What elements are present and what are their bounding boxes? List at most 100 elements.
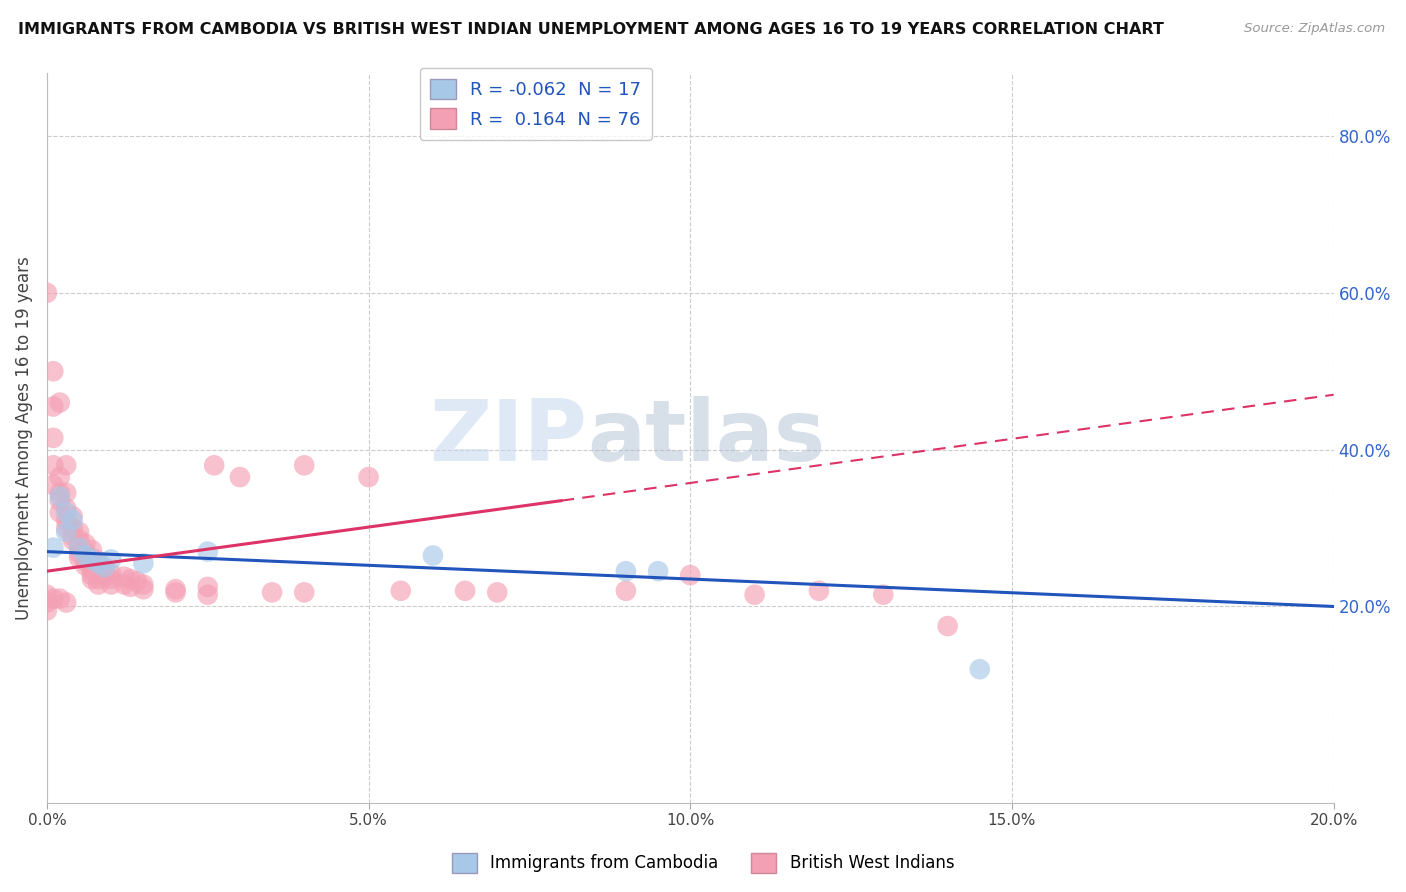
Point (55, 505, 77, 519)
Point (357, 470, 380, 484)
Point (49, 490, 72, 504)
Point (35, 285, 58, 300)
Point (100, 572, 122, 586)
Point (55, 513, 77, 527)
Point (647, 564, 669, 578)
Point (389, 583, 412, 598)
Point (42, 400, 65, 414)
Text: IMMIGRANTS FROM CAMBODIA VS BRITISH WEST INDIAN UNEMPLOYMENT AMONG AGES 16 TO 19: IMMIGRANTS FROM CAMBODIA VS BRITISH WEST… (18, 22, 1164, 37)
Point (75, 558, 97, 573)
Point (262, 585, 284, 599)
Point (49, 485, 72, 500)
Point (75, 537, 97, 551)
Point (49, 395, 72, 409)
Point (94, 560, 117, 574)
Point (165, 585, 187, 599)
Point (49, 493, 72, 508)
Point (55, 501, 77, 516)
Point (94, 564, 117, 578)
Point (75, 554, 97, 568)
Point (55, 521, 77, 535)
Point (969, 662, 991, 676)
Point (100, 566, 122, 581)
Point (120, 580, 142, 594)
Point (197, 588, 219, 602)
Legend: R = -0.062  N = 17, R =  0.164  N = 76: R = -0.062 N = 17, R = 0.164 N = 76 (419, 68, 652, 140)
Point (62, 513, 84, 527)
Point (807, 583, 830, 598)
Point (42, 364, 65, 378)
Point (80, 552, 103, 566)
Point (614, 564, 637, 578)
Point (42, 478, 65, 492)
Point (67, 541, 90, 555)
Point (55, 524, 77, 539)
Text: atlas: atlas (588, 396, 825, 479)
Point (67, 524, 90, 539)
Point (55, 458, 77, 473)
Point (872, 588, 894, 602)
Text: ZIP: ZIP (430, 396, 588, 479)
Point (112, 577, 135, 591)
Point (679, 568, 702, 582)
Point (55, 596, 77, 610)
Y-axis label: Unemployment Among Ages 16 to 19 years: Unemployment Among Ages 16 to 19 years (15, 256, 32, 620)
Point (87, 554, 110, 568)
Point (67, 533, 90, 547)
Point (49, 591, 72, 606)
Point (62, 529, 84, 543)
Point (49, 505, 72, 519)
Point (42, 541, 65, 555)
Point (62, 509, 84, 524)
Point (87, 566, 110, 581)
Point (614, 583, 637, 598)
Point (80, 550, 103, 565)
Point (132, 577, 155, 591)
Point (100, 577, 122, 591)
Text: Source: ZipAtlas.com: Source: ZipAtlas.com (1244, 22, 1385, 36)
Point (80, 572, 103, 586)
Point (42, 431, 65, 445)
Point (292, 585, 315, 599)
Point (197, 544, 219, 558)
Point (75, 546, 97, 560)
Point (202, 458, 225, 473)
Point (35, 588, 58, 602)
Point (744, 588, 766, 602)
Point (112, 569, 135, 583)
Point (87, 572, 110, 586)
Point (87, 557, 110, 571)
Point (80, 543, 103, 558)
Point (100, 552, 122, 566)
Point (62, 521, 84, 535)
Point (80, 564, 103, 578)
Point (87, 577, 110, 591)
Point (35, 603, 58, 617)
Point (80, 568, 103, 582)
Point (67, 541, 90, 555)
Point (35, 596, 58, 610)
Legend: Immigrants from Cambodia, British West Indians: Immigrants from Cambodia, British West I… (444, 847, 962, 880)
Point (125, 574, 148, 589)
Point (67, 550, 90, 565)
Point (67, 546, 90, 560)
Point (197, 580, 219, 594)
Point (75, 549, 97, 563)
Point (42, 458, 65, 473)
Point (55, 485, 77, 500)
Point (120, 572, 142, 586)
Point (165, 582, 187, 597)
Point (80, 558, 103, 573)
Point (229, 470, 252, 484)
Point (292, 458, 315, 473)
Point (94, 569, 117, 583)
Point (87, 562, 110, 576)
Point (454, 583, 477, 598)
Point (42, 591, 65, 606)
Point (132, 582, 155, 597)
Point (49, 470, 72, 484)
Point (422, 549, 444, 563)
Point (62, 533, 84, 547)
Point (132, 557, 155, 571)
Point (936, 619, 959, 633)
